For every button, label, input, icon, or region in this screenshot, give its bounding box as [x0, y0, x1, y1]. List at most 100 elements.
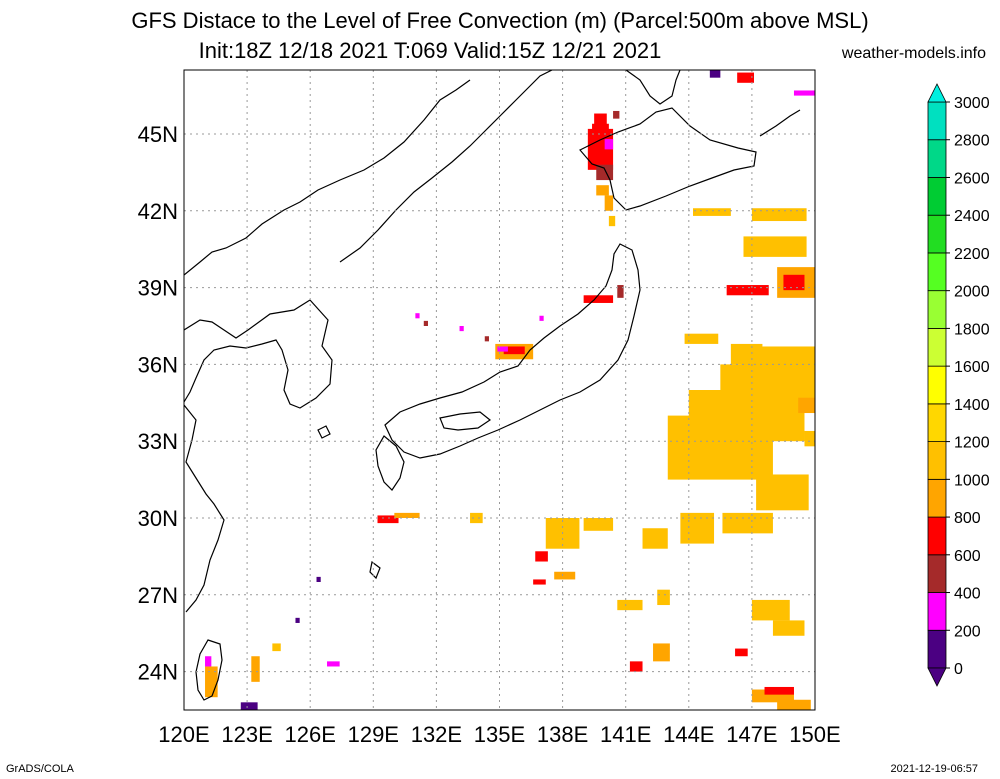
coastline-taiwan — [195, 639, 223, 701]
colorbar-swatch — [927, 592, 947, 631]
lon-tick-label: 138E — [537, 722, 588, 747]
chart-subtitle: Init:18Z 12/18 2021 T:069 Valid:15Z 12/2… — [198, 38, 662, 63]
field-patch — [484, 336, 489, 342]
field-patch — [539, 315, 544, 321]
field-patch — [798, 397, 815, 414]
colorbar-swatch — [927, 327, 947, 367]
field-patch — [804, 430, 815, 447]
colorbar-swatch — [927, 365, 947, 405]
field-patch — [617, 599, 643, 611]
field-patch — [684, 333, 719, 344]
colorbar-label: 1800 — [954, 321, 990, 338]
field-patch — [240, 702, 258, 710]
field-patch — [205, 666, 218, 698]
field-patch — [737, 72, 755, 83]
lon-tick-label: 141E — [600, 722, 651, 747]
map-frame — [183, 69, 816, 711]
colorbar-swatch — [927, 252, 947, 292]
coastline-tsushima — [317, 425, 331, 439]
field-patch — [497, 346, 508, 352]
field-patch — [653, 643, 670, 662]
colorbar-label: 200 — [954, 623, 981, 640]
field-patch — [596, 164, 614, 181]
field-patch — [693, 208, 731, 216]
field-patch — [751, 599, 790, 621]
field-patch — [743, 236, 807, 257]
lon-tick-label: 123E — [221, 722, 272, 747]
field-patch — [533, 579, 546, 585]
lat-tick-label: 42N — [138, 199, 178, 224]
field-patch — [604, 195, 614, 211]
field-patch — [594, 113, 607, 127]
field-patch — [751, 208, 807, 222]
coastline-kurils — [759, 109, 801, 137]
coastline-mainland — [184, 404, 225, 613]
field-patch — [777, 699, 811, 710]
colorbar-label: 400 — [954, 586, 981, 603]
field-patch — [394, 512, 420, 518]
field-patch — [470, 512, 483, 524]
field-patch — [735, 648, 748, 657]
coastline-north-asia — [184, 79, 471, 276]
footer-timestamp: 2021-12-19-06:57 — [890, 763, 978, 775]
colorbar-label: 2400 — [954, 208, 990, 225]
colorbar-swatch — [927, 441, 947, 480]
field-patch — [604, 139, 614, 150]
field-patch — [583, 518, 614, 531]
lon-tick-label: 135E — [474, 722, 525, 747]
chart-title: GFS Distace to the Level of Free Convect… — [131, 8, 869, 33]
field-patch — [613, 110, 620, 119]
lat-tick-label: 33N — [138, 429, 178, 454]
field-patch — [730, 343, 763, 365]
colorbar-swatch — [927, 214, 947, 254]
field-patch — [377, 515, 399, 524]
colorbar-swatch — [927, 139, 947, 178]
field-patch — [722, 512, 773, 534]
coastline-shikoku — [439, 411, 492, 431]
colorbar-label: 1600 — [954, 359, 990, 376]
field-patch — [608, 215, 616, 227]
coastline-honshu — [384, 243, 641, 459]
field-patch — [205, 656, 212, 667]
colorbar-max-arrow — [927, 83, 947, 103]
field-patch — [251, 656, 260, 682]
colorbar-swatch — [927, 290, 947, 329]
field-patch — [617, 285, 624, 298]
colorbar-swatch — [927, 629, 947, 669]
field-patch — [459, 326, 464, 332]
lon-tick-label: 132E — [411, 722, 462, 747]
field-patch — [709, 70, 721, 78]
field-patch — [783, 274, 805, 291]
coastline-russia-east — [339, 70, 553, 263]
field-patch — [726, 285, 769, 296]
lon-tick-label: 150E — [789, 722, 840, 747]
field-patch — [272, 643, 281, 652]
field-patch — [793, 90, 815, 96]
coastline-korea — [184, 299, 333, 409]
lon-tick-label: 147E — [726, 722, 777, 747]
colorbar-label: 600 — [954, 548, 981, 565]
coastline-sakhalin — [625, 70, 681, 105]
field-patch — [756, 474, 809, 511]
colorbar-label: 2000 — [954, 284, 990, 301]
footer-credit: GrADS/COLA — [6, 763, 74, 775]
colorbar-swatch — [927, 478, 947, 518]
field-patch — [316, 576, 321, 582]
field-patch — [583, 295, 614, 303]
colorbar-swatch — [927, 554, 947, 593]
lon-tick-label: 120E — [158, 722, 209, 747]
lat-tick-label: 45N — [138, 122, 178, 147]
field-patch — [554, 571, 576, 580]
colorbar-label: 2200 — [954, 246, 990, 263]
colorbar-swatch — [927, 101, 947, 141]
field-patch — [657, 589, 670, 606]
colorbar-swatch — [927, 516, 947, 556]
field-patch — [327, 661, 340, 667]
field-patch — [503, 346, 525, 355]
colorbar-label: 0 — [954, 661, 963, 678]
colorbar-label: 3000 — [954, 95, 990, 112]
colorbar-label: 2800 — [954, 133, 990, 150]
lon-tick-label: 126E — [285, 722, 336, 747]
field-patch — [629, 661, 643, 672]
